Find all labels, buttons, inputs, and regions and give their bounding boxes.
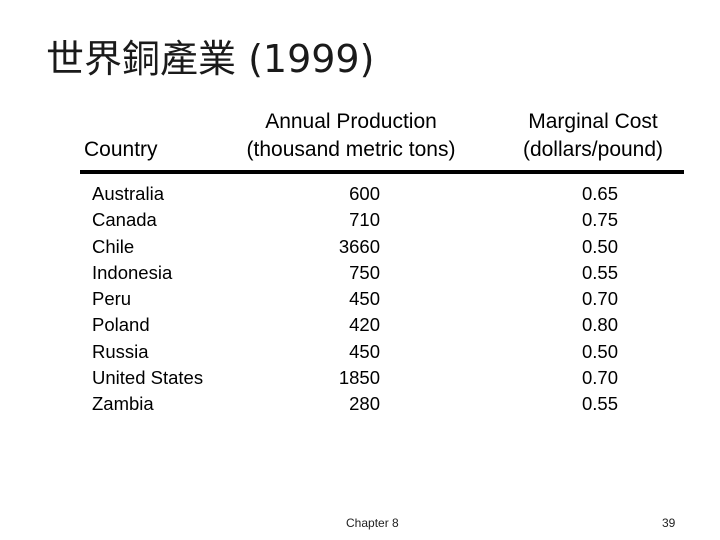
table-cell-production: 280 (349, 393, 380, 415)
table-cell-cost: 0.75 (581, 209, 618, 231)
footer-page-number: 39 (662, 516, 676, 530)
table-cell-country: Canada (92, 209, 157, 231)
header-production-line1: Annual Production (265, 110, 437, 133)
table-cell-country: United States (92, 367, 204, 389)
table-cell-production: 750 (349, 261, 380, 283)
production-column: 600 710 3660 750 450 420 450 1850 280 (300, 181, 380, 418)
table-cell-cost: 0.70 (581, 288, 618, 310)
table-cell-production: 710 (349, 209, 380, 231)
marginal-cost-column: 0.65 0.75 0.50 0.55 0.70 0.80 0.50 0.70 … (560, 181, 618, 418)
table-cell-production: 450 (349, 288, 380, 310)
table-cell-cost: 0.55 (581, 393, 618, 415)
table-cell-country: Australia (92, 183, 164, 204)
header-country: Country (84, 138, 158, 161)
country-column: Australia Canada Chile Indonesia Peru Po… (92, 181, 203, 418)
header-cost-line2: (dollars/pound) (522, 138, 664, 161)
header-marginal-cost: Marginal Cost (dollars/pound) (500, 108, 686, 164)
footer-chapter-label: Chapter 8 (346, 516, 399, 530)
table-cell-cost: 0.70 (581, 367, 618, 389)
header-rule-divider (80, 170, 684, 174)
table-cell-production: 450 (349, 340, 380, 362)
slide-title: 世界銅產業 (1999) (46, 37, 375, 81)
table-cell-cost: 0.50 (581, 340, 618, 362)
header-cost-line1: Marginal Cost (528, 110, 658, 133)
table-cell-production: 420 (349, 314, 380, 336)
table-cell-production: 600 (349, 183, 380, 204)
table-cell-cost: 0.80 (581, 314, 618, 336)
table-cell-cost: 0.50 (581, 235, 618, 257)
table-cell-cost: 0.65 (581, 183, 618, 204)
table-cell-country: Chile (92, 235, 135, 257)
table-cell-country: Poland (92, 314, 150, 336)
table-cell-country: Peru (92, 288, 132, 310)
table-cell-country: Russia (92, 340, 149, 362)
header-annual-production: Annual Production (thousand metric tons) (212, 108, 490, 164)
table-cell-cost: 0.55 (581, 261, 618, 283)
table-cell-country: Zambia (92, 393, 154, 415)
table-cell-production: 3660 (338, 235, 380, 257)
header-production-line2: (thousand metric tons) (246, 138, 456, 161)
table-cell-production: 1850 (338, 367, 380, 389)
table-cell-country: Indonesia (92, 261, 173, 283)
